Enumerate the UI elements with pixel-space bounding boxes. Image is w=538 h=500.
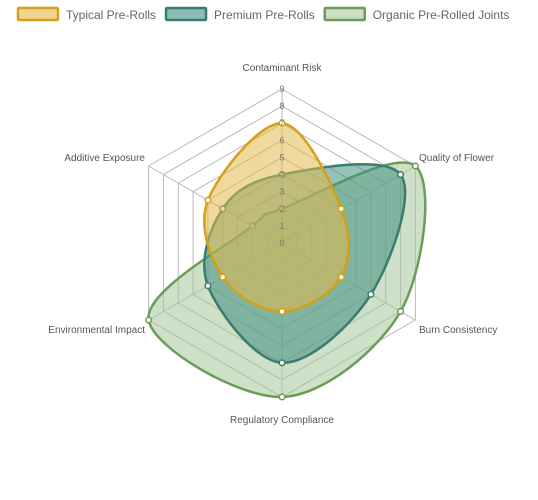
legend-label: Premium Pre-Rolls <box>214 8 315 22</box>
series-1-point-4[interactable] <box>204 282 212 290</box>
axis-label: Environmental Impact <box>48 325 145 336</box>
legend-swatch <box>16 6 60 22</box>
series-0-point-4[interactable] <box>219 273 227 281</box>
series-0-point-0[interactable] <box>278 119 286 127</box>
tick-label: 8 <box>279 101 284 111</box>
series-1-point-3[interactable] <box>278 359 286 367</box>
legend: Typical Pre-Rolls Premium Pre-Rolls Organi… <box>16 6 510 22</box>
series-2-point-1[interactable] <box>411 162 419 170</box>
tick-labels: 0 1 2 3 4 5 6 7 8 9 <box>279 84 284 248</box>
legend-item-0[interactable]: Typical Pre-Rolls <box>16 6 156 22</box>
tick-label: 3 <box>279 187 284 197</box>
tick-label: 0 <box>279 238 284 248</box>
axis-label: Regulatory Compliance <box>230 415 334 426</box>
axis-label: Quality of Flower <box>419 153 495 164</box>
tick-label: 7 <box>279 118 284 128</box>
series-1-point-1[interactable] <box>397 171 405 179</box>
legend-item-2[interactable]: Organic Pre-Rolled Joints <box>323 6 510 22</box>
legend-swatch <box>164 6 208 22</box>
series-2-point-2[interactable] <box>397 307 405 315</box>
legend-label: Typical Pre-Rolls <box>66 8 156 22</box>
tick-label: 4 <box>279 170 284 180</box>
series-0-point-2[interactable] <box>337 273 345 281</box>
tick-label: 6 <box>279 135 284 145</box>
series-2-point-4[interactable] <box>145 316 153 324</box>
series-0-point-5[interactable] <box>204 196 212 204</box>
axis-label: Additive Exposure <box>64 153 145 164</box>
series-1-point-2[interactable] <box>367 290 375 298</box>
tick-label: 2 <box>279 204 284 214</box>
tick-label: 9 <box>279 84 284 94</box>
series-area-0 <box>203 121 350 313</box>
legend-label: Organic Pre-Rolled Joints <box>373 8 510 22</box>
series-2-point-3[interactable] <box>278 393 286 401</box>
tick-label: 1 <box>279 221 284 231</box>
tick-label: 5 <box>279 152 284 162</box>
series-0-point-1[interactable] <box>337 205 345 213</box>
series-0 <box>203 119 350 315</box>
series-layer <box>145 119 427 401</box>
legend-item-1[interactable]: Premium Pre-Rolls <box>164 6 315 22</box>
axis-label: Burn Consistency <box>419 325 497 336</box>
axis-label: Contaminant Risk <box>243 63 323 74</box>
axis-labels: Contaminant Risk Quality of Flower Burn Co… <box>48 63 497 426</box>
series-0-point-3[interactable] <box>278 307 286 315</box>
legend-swatch <box>323 6 366 22</box>
